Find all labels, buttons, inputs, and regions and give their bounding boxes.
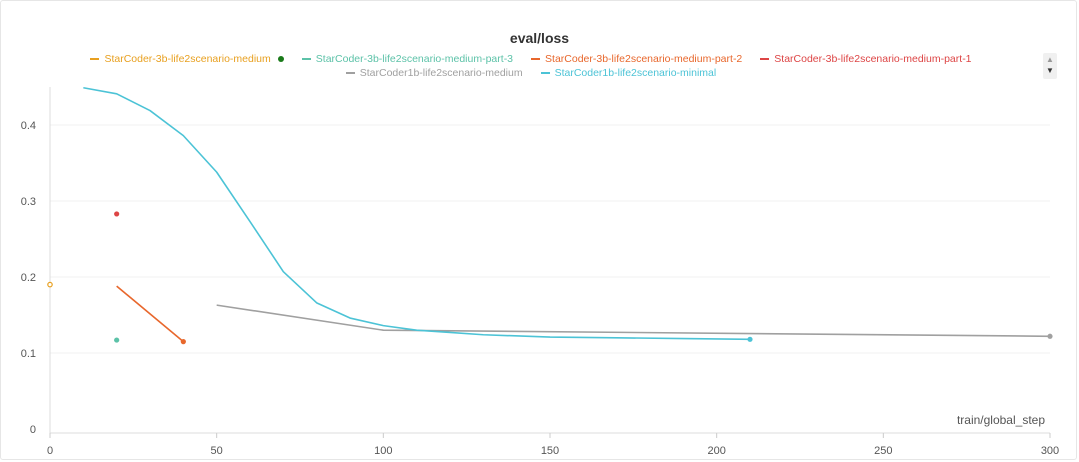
legend-entry[interactable]: StarCoder1b-life2scenario-medium	[345, 67, 523, 79]
legend-status-dot	[277, 56, 284, 62]
y-tick-label: 0.1	[21, 348, 36, 360]
legend-entry[interactable]: StarCoder-3b-life2scenario-medium-part-2	[531, 53, 742, 65]
x-tick-label: 50	[211, 445, 223, 457]
y-tick-label: 0.3	[21, 196, 36, 208]
legend-swatch	[760, 58, 770, 60]
legend-swatch	[345, 72, 355, 74]
legend-row-2: StarCoder1b-life2scenario-medium StarCod…	[1, 67, 1061, 79]
x-tick-label: 100	[374, 445, 392, 457]
x-tick-label: 250	[874, 445, 892, 457]
legend-label: StarCoder-3b-life2scenario-medium-part-2	[545, 53, 743, 65]
legend-label: StarCoder-3b-life2scenario-medium-part-1	[774, 53, 972, 65]
series-end-point	[1047, 333, 1053, 339]
chart-title: eval/loss	[509, 30, 570, 46]
y-tick-label: 0.2	[21, 272, 36, 284]
y-tick-label: 0	[30, 424, 36, 436]
series-2	[116, 285, 186, 345]
y-tick-label: 0.4	[21, 120, 36, 132]
series-5	[83, 86, 753, 342]
series-line	[83, 86, 751, 341]
legend-swatch	[301, 58, 311, 60]
legend-entry[interactable]: StarCoder-3b-life2scenario-medium-part-3	[301, 53, 514, 65]
legend-scroller[interactable]: ▲ ▼	[1043, 53, 1057, 79]
legend-entry[interactable]: StarCoder1b-life2scenario-minimal	[540, 67, 717, 79]
legend-entry[interactable]: StarCoder-3b-life2scenario-medium-part-1	[760, 53, 972, 65]
legend-label: StarCoder1b-life2scenario-medium	[359, 67, 523, 79]
scroll-down-icon[interactable]: ▼	[1046, 66, 1054, 75]
legend-label: StarCoder1b-life2scenario-minimal	[554, 67, 717, 79]
series-end-point	[180, 339, 186, 345]
legend-swatch	[90, 58, 100, 60]
series-line	[216, 304, 1051, 338]
legend-swatch	[540, 72, 550, 74]
legend-swatch	[531, 58, 541, 60]
series-3	[114, 211, 120, 217]
series-point	[114, 211, 120, 217]
series-point	[114, 337, 120, 343]
series-4	[216, 304, 1053, 339]
series-layer	[47, 86, 1053, 345]
x-tick-label: 0	[47, 445, 53, 457]
series-point	[47, 281, 53, 288]
x-tick-label: 150	[541, 445, 559, 457]
legend-row-1: StarCoder-3b-life2scenario-medium StarCo…	[1, 53, 1061, 65]
series-end-point	[747, 336, 753, 342]
x-tick-label: 200	[707, 445, 725, 457]
scroll-up-icon[interactable]: ▲	[1046, 55, 1054, 64]
axis-layer: 0 0.1 0.2 0.3 0.4 0 50 100 150 200 250 300	[21, 87, 1059, 457]
series-line	[116, 285, 184, 343]
legend-label: StarCoder-3b-life2scenario-medium-part-3	[315, 53, 514, 65]
x-axis-title: train/global_step	[957, 413, 1045, 427]
series-1	[114, 337, 120, 343]
legend-label: StarCoder-3b-life2scenario-medium	[104, 53, 271, 65]
series-0	[47, 281, 53, 288]
grid-layer	[50, 124, 1050, 354]
x-tick-label: 300	[1041, 445, 1059, 457]
legend-entry[interactable]: StarCoder-3b-life2scenario-medium	[90, 53, 284, 65]
